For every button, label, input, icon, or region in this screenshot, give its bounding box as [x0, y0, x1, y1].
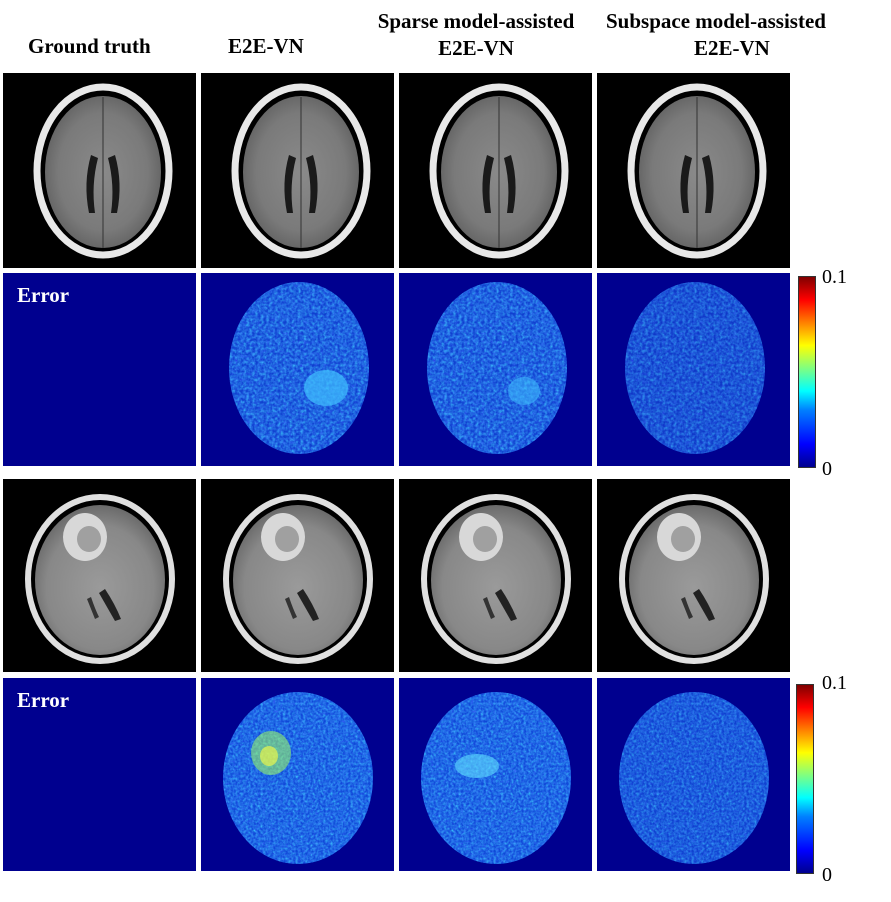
colorbar-case2-max: 0.1: [822, 672, 847, 694]
mri-case1-sparse: [399, 73, 592, 268]
header-sparse-line2: E2E-VN: [438, 36, 514, 60]
error-case2-e2e-vn: [201, 678, 394, 871]
colorbar-case2-min: 0: [822, 864, 832, 886]
brain-image-icon: [619, 494, 769, 664]
error-map-icon: [625, 282, 765, 454]
header-e2e-vn: E2E-VN: [228, 34, 304, 58]
mri-case1-subspace: [597, 73, 790, 268]
error-map-icon: [427, 282, 567, 454]
brain-image-icon: [231, 83, 371, 259]
header-sparse-line1: Sparse model-assisted: [377, 9, 575, 33]
brain-image-icon: [25, 494, 175, 664]
colorbar-case1-min: 0: [822, 458, 832, 480]
mri-case2-e2e-vn: [201, 479, 394, 672]
header-sparse-model-assisted: Sparse model-assisted E2E-VN: [360, 8, 592, 62]
error-case2-sparse: [399, 678, 592, 871]
mri-case2-sparse: [399, 479, 592, 672]
error-map-icon: [223, 692, 373, 864]
header-subspace-line2: E2E-VN: [694, 36, 770, 60]
error-label: Error: [17, 283, 70, 307]
brain-image-icon: [429, 83, 569, 259]
error-label: Error: [17, 688, 70, 712]
mri-case2-ground-truth: [3, 479, 196, 672]
header-ground-truth: Ground truth: [28, 34, 151, 58]
error-case2-ground-truth: Error: [3, 678, 196, 871]
brain-image-icon: [33, 83, 173, 259]
mri-case1-ground-truth: [3, 73, 196, 268]
error-case1-ground-truth: Error: [3, 273, 196, 466]
header-subspace-model-assisted: Subspace model-assisted E2E-VN: [606, 8, 876, 62]
brain-image-icon: [223, 494, 373, 664]
colorbar-case1-max: 0.1: [822, 266, 847, 288]
error-case1-sparse: [399, 273, 592, 466]
mri-case2-subspace: [597, 479, 790, 672]
brain-image-icon: [627, 83, 767, 259]
colorbar-case1: [798, 276, 816, 468]
colorbar-case2: [796, 684, 814, 874]
error-map-icon: [421, 692, 571, 864]
error-case1-subspace: [597, 273, 790, 466]
brain-image-icon: [421, 494, 571, 664]
error-case1-e2e-vn: [201, 273, 394, 466]
error-map-icon: [619, 692, 769, 864]
header-subspace-line1: Subspace model-assisted: [606, 9, 826, 33]
error-map-icon: [229, 282, 369, 454]
error-case2-subspace: [597, 678, 790, 871]
mri-case1-e2e-vn: [201, 73, 394, 268]
